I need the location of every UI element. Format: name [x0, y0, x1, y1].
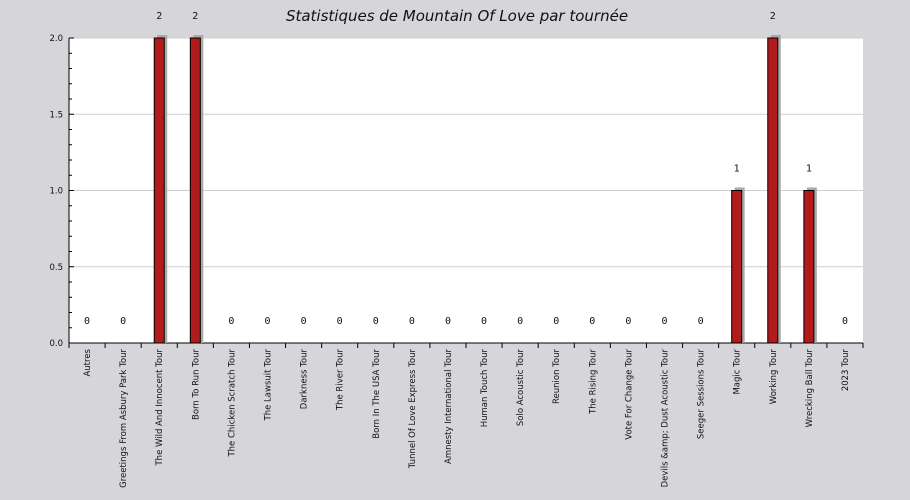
x-category-label: Seeger Sessions Tour [697, 349, 707, 440]
value-label: 0 [589, 316, 595, 327]
x-category-label: Greetings From Asbury Park Tour [119, 349, 129, 488]
value-label: 1 [806, 164, 812, 175]
value-label: 1 [734, 164, 740, 175]
value-label: 0 [228, 316, 234, 327]
value-label: 0 [625, 316, 631, 327]
bar [153, 37, 165, 344]
x-category-label: Working Tour [769, 348, 779, 404]
value-label: 0 [301, 316, 307, 327]
x-category-label: The Lawsuit Tour [264, 348, 274, 421]
x-category-label: Magic Tour [733, 349, 743, 395]
x-category-label: Darkness Tour [300, 349, 310, 410]
value-label: 0 [517, 316, 523, 327]
y-tick-label: 0.5 [49, 263, 63, 273]
x-category-label: Amnesty International Tour [444, 349, 454, 464]
value-label: 0 [661, 316, 667, 327]
bar [803, 190, 815, 344]
x-category-label: Human Touch Tour [480, 349, 490, 428]
value-label: 2 [770, 11, 776, 22]
y-tick-label: 2.0 [49, 34, 63, 44]
value-label: 0 [120, 316, 126, 327]
y-tick-label: 1.5 [49, 110, 63, 120]
value-label: 0 [84, 316, 90, 327]
x-category-label: The River Tour [336, 349, 346, 412]
bar [189, 37, 201, 344]
x-category-label: Reunion Tour [552, 349, 562, 405]
x-category-label: 2023 Tour [841, 349, 851, 392]
y-tick-label: 1.0 [49, 187, 63, 197]
x-category-label: Autres [83, 348, 93, 376]
value-label: 0 [553, 316, 559, 327]
x-category-label: Born To Run Tour [191, 349, 201, 420]
x-category-label: The Rising Tour [588, 349, 598, 415]
value-label: 0 [481, 316, 487, 327]
x-category-label: Solo Acoustic Tour [516, 349, 526, 427]
chart-title: Statistiques de Mountain Of Love par tou… [286, 7, 628, 25]
value-label: 0 [373, 316, 379, 327]
x-category-label: Tunnel Of Love Express Tour [408, 349, 418, 470]
value-label: 2 [192, 11, 198, 22]
x-category-label: Wrecking Ball Tour [805, 349, 815, 428]
bar [731, 190, 743, 344]
value-label: 0 [842, 316, 848, 327]
value-label: 0 [409, 316, 415, 327]
bar [767, 37, 779, 344]
value-label: 0 [698, 316, 704, 327]
x-category-label: The Chicken Scratch Tour [227, 349, 237, 458]
x-category-label: The Wild And Innocent Tour [155, 349, 165, 467]
value-label: 0 [337, 316, 343, 327]
x-category-label: Born In The USA Tour [372, 349, 382, 439]
x-category-label: Devils &amp; Dust Acoustic Tour [661, 348, 671, 487]
x-category-label: Vote For Change Tour [624, 349, 634, 440]
value-label: 2 [156, 11, 162, 22]
y-tick-label: 0.0 [49, 339, 63, 349]
value-label: 0 [264, 316, 270, 327]
value-label: 0 [445, 316, 451, 327]
